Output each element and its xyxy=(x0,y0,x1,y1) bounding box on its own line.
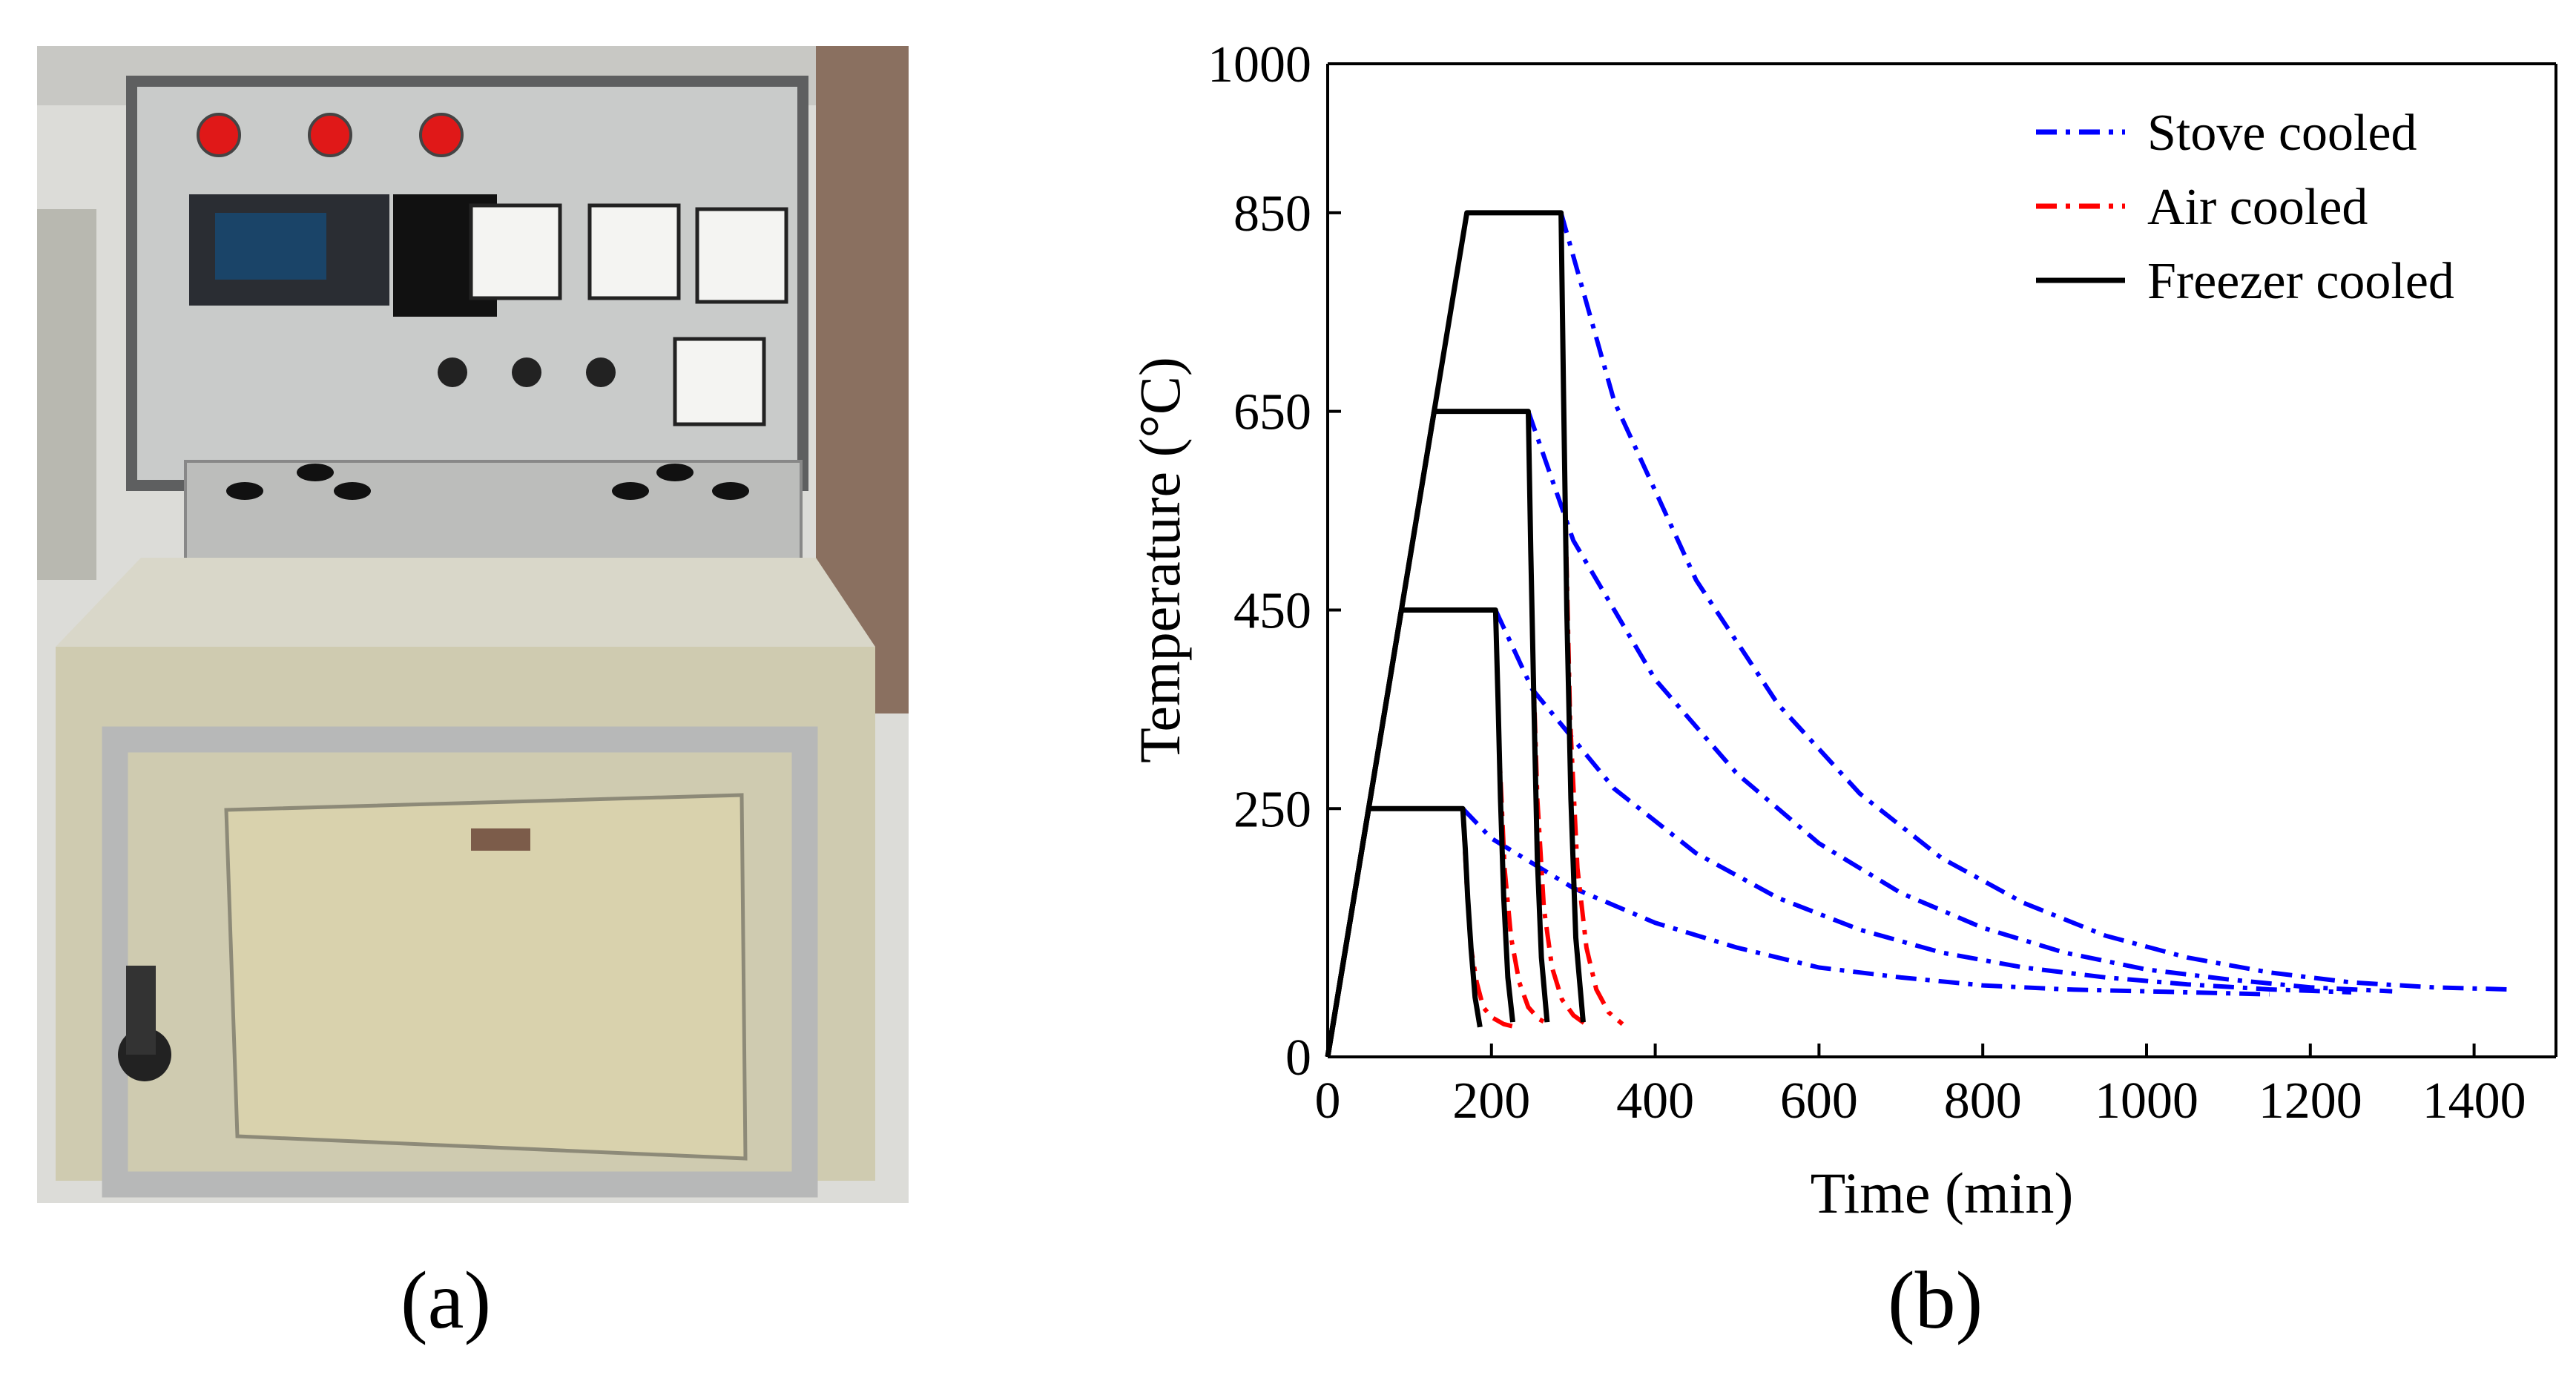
air-cooled-series-650 xyxy=(1526,411,1587,1026)
legend-label-air: Air cooled xyxy=(2147,179,2368,236)
x-tick-label: 400 xyxy=(1616,1072,1694,1130)
legend: Stove cooled Air cooled Freezer cooled xyxy=(2036,105,2454,310)
legend-label-stove: Stove cooled xyxy=(2147,105,2417,162)
ticks: 0 200 400 600 800 1000 1200 1400 0 250 450 650 850 10… xyxy=(1208,36,2526,1130)
stove-cooled-series-850 xyxy=(1558,212,2507,992)
y-tick-label: 650 xyxy=(1233,384,1311,441)
freezer-cooled-series-250 xyxy=(1325,805,1483,1058)
y-tick-label: 850 xyxy=(1233,185,1311,243)
x-tick-label: 0 xyxy=(1315,1072,1341,1130)
temperature-chart: 0 200 400 600 800 1000 1200 1400 0 250 450 650 850 10… xyxy=(1127,36,2557,1225)
stove-cooled-series-450 xyxy=(1493,609,2352,995)
x-tick-label: 800 xyxy=(1944,1072,2022,1130)
furnace-photo xyxy=(37,46,909,1203)
stove-cooled-series-650 xyxy=(1526,410,2393,994)
stove-cooled-series-250 xyxy=(1460,807,2270,997)
freezer-cooled-series-450 xyxy=(1325,607,1515,1058)
y-tick-label: 250 xyxy=(1233,781,1311,838)
y-tick-label: 1000 xyxy=(1208,36,1311,93)
plot-area xyxy=(1325,210,2507,1058)
axes xyxy=(1326,62,2557,1058)
air-cooled-series-450 xyxy=(1493,610,1550,1026)
x-tick-label: 200 xyxy=(1452,1072,1530,1130)
x-tick-label: 1400 xyxy=(2422,1072,2526,1130)
x-tick-label: 600 xyxy=(1780,1072,1858,1130)
panel-label-a: (a) xyxy=(401,1255,492,1345)
y-tick-label: 0 xyxy=(1285,1029,1311,1087)
x-tick-label: 1200 xyxy=(2259,1072,2362,1130)
y-axis-title: Temperature (°C) xyxy=(1127,357,1192,763)
freezer-cooled-series-850 xyxy=(1325,210,1586,1058)
panel-label-b: (b) xyxy=(1888,1255,1983,1345)
air-cooled-series-850 xyxy=(1558,212,1624,1026)
y-tick-label: 450 xyxy=(1233,582,1311,639)
legend-label-freezer: Freezer cooled xyxy=(2147,253,2454,310)
x-tick-label: 1000 xyxy=(2095,1072,2198,1130)
x-axis-title: Time (min) xyxy=(1811,1161,2074,1225)
furnace-illustration xyxy=(37,46,909,1203)
freezer-cooled-series-650 xyxy=(1325,409,1550,1058)
